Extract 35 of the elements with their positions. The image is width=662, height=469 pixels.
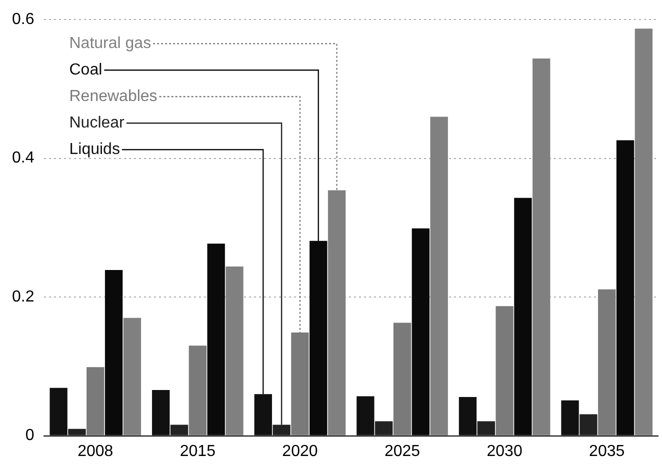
bar bbox=[477, 421, 495, 436]
bar bbox=[430, 116, 448, 436]
text: Renewables bbox=[69, 88, 158, 106]
x-tick-label: 2035 bbox=[589, 442, 625, 460]
bar bbox=[393, 322, 412, 436]
bar bbox=[226, 266, 244, 436]
y-tick-label: 0.2 bbox=[12, 288, 34, 306]
bar bbox=[634, 28, 653, 436]
x-tick-label: 2025 bbox=[384, 442, 420, 460]
bar bbox=[170, 424, 188, 436]
bar bbox=[532, 58, 550, 436]
bar bbox=[598, 289, 616, 436]
bar bbox=[50, 388, 68, 436]
x-tick-label: 2008 bbox=[78, 442, 114, 460]
bar bbox=[356, 396, 374, 436]
text: Coal bbox=[69, 62, 102, 79]
bar bbox=[375, 421, 393, 436]
bar bbox=[561, 400, 579, 436]
x-tick-label: 2020 bbox=[282, 442, 318, 460]
y-tick-label: 0 bbox=[25, 427, 34, 444]
y-tick-label: 0.6 bbox=[12, 11, 34, 28]
bar bbox=[152, 390, 170, 436]
text: Liquids bbox=[69, 141, 120, 158]
text: Natural gas bbox=[69, 35, 152, 52]
y-tick-label: 0.4 bbox=[12, 150, 34, 167]
text: Nuclear bbox=[69, 114, 126, 132]
x-tick-label: 2015 bbox=[180, 442, 216, 460]
bar bbox=[86, 367, 104, 436]
x-tick-label: 2030 bbox=[486, 442, 522, 460]
bar bbox=[458, 396, 477, 436]
bar bbox=[580, 414, 598, 436]
bar bbox=[123, 318, 142, 436]
bar bbox=[188, 346, 207, 436]
bar bbox=[68, 428, 86, 436]
bar bbox=[496, 306, 514, 436]
